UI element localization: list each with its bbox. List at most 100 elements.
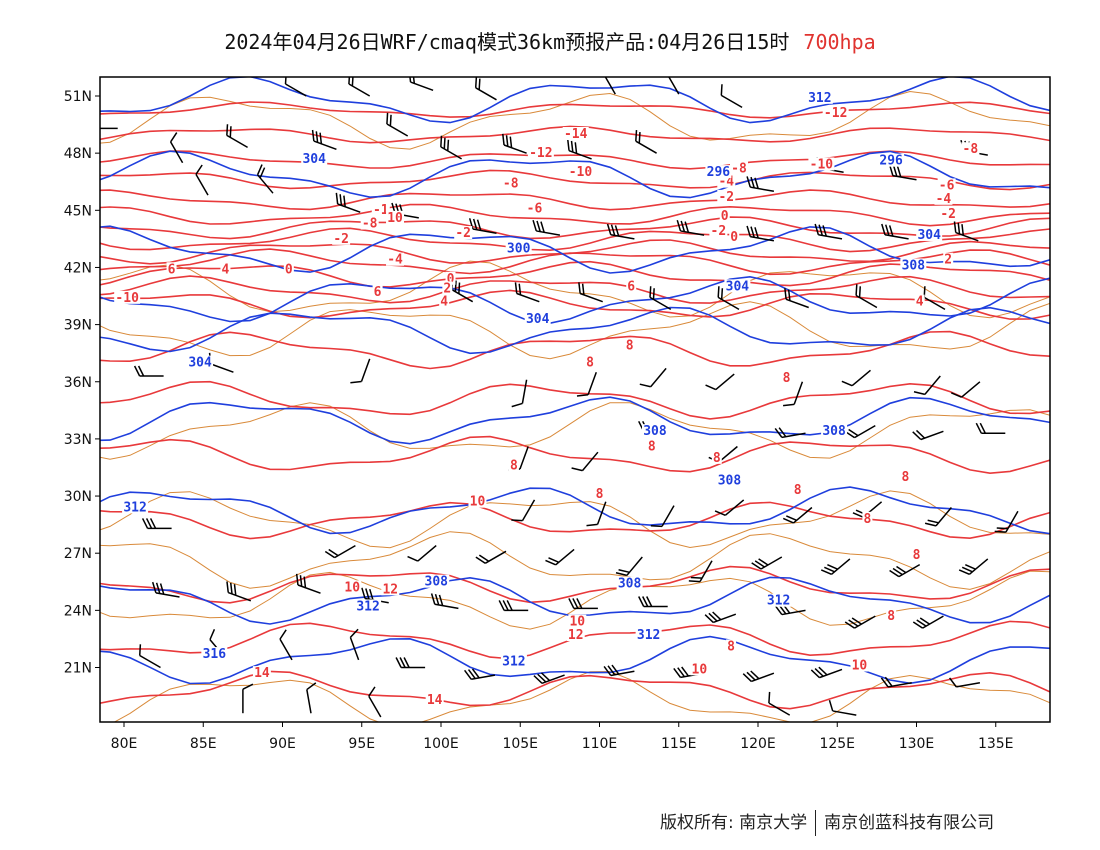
- wind-barb-feather: [476, 219, 482, 231]
- wind-barb-feather: [754, 560, 765, 568]
- wind-barb-feather: [209, 629, 216, 640]
- height-label-bg: [500, 654, 527, 668]
- wind-barb-feather: [851, 617, 862, 625]
- wind-barb: [782, 506, 813, 524]
- lon-tick-label: 105E: [502, 736, 538, 752]
- wind-barb: [810, 666, 843, 679]
- wind-barb-feather: [576, 394, 589, 397]
- wind-barb-feather: [888, 225, 894, 237]
- wind-barb-feather: [399, 657, 406, 668]
- wind-barb-feather: [717, 286, 720, 298]
- wind-barb-staff: [169, 141, 184, 164]
- wind-barb-staff: [661, 505, 675, 527]
- height-label: 304: [726, 279, 750, 294]
- wind-barb: [820, 558, 851, 576]
- wind-barb-feather: [614, 225, 620, 237]
- lat-tick-label: 30N: [64, 489, 92, 505]
- height-label: 312: [767, 594, 790, 609]
- footer-separator: [815, 810, 817, 836]
- wind-barb-feather: [533, 675, 543, 684]
- wind-barb-feather: [478, 78, 481, 90]
- wind-barb-feather: [572, 598, 579, 609]
- lon-tick-label: 110E: [582, 736, 618, 752]
- wind-barb: [950, 381, 981, 398]
- wind-barb: [430, 593, 459, 610]
- wind-barb-feather: [505, 135, 509, 147]
- height-label: 312: [502, 655, 525, 670]
- wind-barb-feather: [649, 286, 652, 298]
- wind-barb: [844, 424, 876, 439]
- temperature-label-bg: [717, 189, 736, 203]
- temperature-label-bg: [646, 439, 657, 453]
- wind-barb: [603, 664, 635, 677]
- wind-barb-staff: [718, 445, 738, 463]
- wind-barb-feather: [824, 566, 835, 573]
- wind-barb-feather: [229, 126, 232, 138]
- contour-line: [100, 169, 1050, 191]
- temperature-label: 10: [569, 615, 585, 630]
- wind-barb-feather: [540, 672, 551, 682]
- wind-barb-feather: [919, 617, 930, 625]
- wind-barb-feather: [964, 564, 976, 570]
- temperature-label: 8: [887, 609, 895, 624]
- contour-line: [100, 301, 1050, 360]
- wind-barb-feather: [137, 365, 145, 377]
- temperature-label-bg: [690, 662, 709, 676]
- temperature-label: -10: [569, 165, 593, 180]
- wind-barb: [141, 518, 172, 530]
- wind-barb-feather: [472, 218, 478, 230]
- wind-barb-feather: [586, 523, 598, 527]
- wind-barb-feather: [408, 77, 412, 83]
- wind-barb-feather: [475, 556, 486, 564]
- contour-line: [100, 330, 1050, 370]
- map-layer: -14-12-12-10-10-8-8-8-6-6-4-4-2-2-2-2 -20…: [100, 77, 1050, 722]
- temperature-label: 4: [440, 295, 448, 310]
- wind-barb-feather: [540, 221, 545, 233]
- wind-barb-feather: [650, 524, 663, 528]
- wind-barb-feather: [758, 558, 769, 566]
- temperature-label: -6: [527, 201, 543, 216]
- wind-barb-feather: [814, 223, 820, 235]
- temperature-label-bg: [584, 355, 595, 369]
- wind-barb-feather: [403, 657, 410, 668]
- temperature-label: -6: [939, 178, 955, 193]
- wind-barb-staff: [602, 77, 616, 95]
- wind-barb-feather: [506, 600, 513, 611]
- height-label-bg: [187, 355, 214, 369]
- wind-barb-feather: [567, 139, 570, 151]
- temperature-label-bg: [468, 494, 487, 508]
- contour-line: [100, 77, 1050, 124]
- wind-barb-feather: [606, 223, 612, 235]
- wind-barb: [888, 164, 917, 181]
- wind-barb-feather: [532, 220, 537, 232]
- wind-barb-feather: [720, 84, 723, 96]
- wind-barb: [324, 544, 356, 559]
- wind-barb-feather: [430, 593, 436, 605]
- wind-barb: [676, 220, 705, 236]
- wind-barb-feather: [896, 166, 902, 178]
- wind-barb-feather: [880, 677, 889, 688]
- wind-barb: [828, 700, 857, 716]
- wind-barb-feather: [975, 422, 982, 434]
- wind-barb-feather: [774, 427, 783, 438]
- height-label-bg: [916, 227, 943, 241]
- wind-barb: [533, 672, 565, 685]
- temperature-label-bg: [360, 216, 379, 230]
- wind-barb-feather: [681, 666, 689, 677]
- temperature-label-bg: [934, 191, 953, 205]
- temperature-label-bg: [442, 281, 453, 295]
- wind-barb-feather: [303, 576, 307, 588]
- wind-barb: [502, 133, 527, 154]
- wind-barb: [768, 691, 791, 716]
- temperature-label: -12: [824, 106, 847, 121]
- wind-barb: [464, 668, 496, 681]
- wind-barb-feather: [343, 195, 346, 207]
- temperature-label-bg: [343, 580, 362, 594]
- temperature-label-bg: [862, 511, 873, 525]
- wind-barb: [912, 615, 944, 629]
- height-label: 296: [707, 165, 731, 180]
- wind-barb: [912, 429, 944, 441]
- wind-barb-feather: [848, 619, 859, 627]
- wind-barb: [511, 499, 536, 522]
- wind-barb-feather: [389, 114, 392, 127]
